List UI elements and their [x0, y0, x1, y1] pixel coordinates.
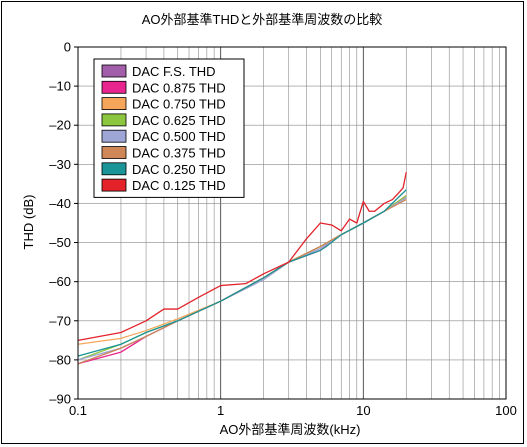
legend-label: DAC 0.625 THD [132, 113, 226, 128]
legend-swatch [101, 97, 127, 110]
y-tick-label: –10 [49, 79, 71, 94]
series-line [77, 172, 407, 341]
x-tick-label: 100 [495, 403, 517, 418]
legend-label: DAC 0.750 THD [132, 97, 226, 112]
legend-label: DAC 0.500 THD [132, 129, 226, 144]
legend-swatch [101, 129, 127, 143]
y-tick-label: –40 [49, 196, 71, 211]
legend-label: DAC F.S. THD [132, 64, 216, 79]
y-tick-label: –30 [49, 157, 71, 172]
legend-swatch [101, 64, 127, 78]
legend-label: DAC 0.875 THD [132, 80, 226, 95]
legend-label: DAC 0.125 THD [132, 178, 226, 193]
x-axis-label: AO外部基準周波数(kHz) [220, 422, 361, 437]
y-tick-label: –70 [49, 313, 71, 328]
legend-swatch [101, 162, 127, 176]
x-tick-labels: 0.1 1 10 100 [69, 403, 517, 418]
y-tick-label: 0 [64, 40, 71, 55]
legend-swatch [101, 146, 127, 159]
legend-label: DAC 0.250 THD [132, 162, 226, 177]
legend-swatch [101, 178, 127, 192]
legend-swatch [101, 80, 127, 94]
x-tick-label: 0.1 [69, 403, 87, 418]
x-tick-label: 10 [356, 403, 370, 418]
y-axis-label: THD (dB) [21, 195, 36, 250]
y-tick-label: –60 [49, 274, 71, 289]
plot-border [77, 46, 507, 400]
series-lines [77, 172, 407, 365]
y-tick-labels: 0 –10 –20 –30 –40 –50 –60 –70 –80 –90 [49, 40, 78, 407]
chart-svg: AO外部基準THDと外部基準周波数の比較 0 –10 –20 –30 –40 –50 –60… [21, 12, 517, 437]
x-tick-label: 1 [217, 403, 224, 418]
legend-label: DAC 0.375 THD [132, 146, 226, 161]
legend-swatch [101, 113, 127, 127]
y-tick-label: –50 [49, 235, 71, 250]
y-tick-label: –80 [49, 352, 71, 367]
y-tick-label: –20 [49, 118, 71, 133]
chart-title: AO外部基準THDと外部基準周波数の比較 [142, 12, 383, 27]
y-tick-label: –90 [49, 392, 71, 407]
